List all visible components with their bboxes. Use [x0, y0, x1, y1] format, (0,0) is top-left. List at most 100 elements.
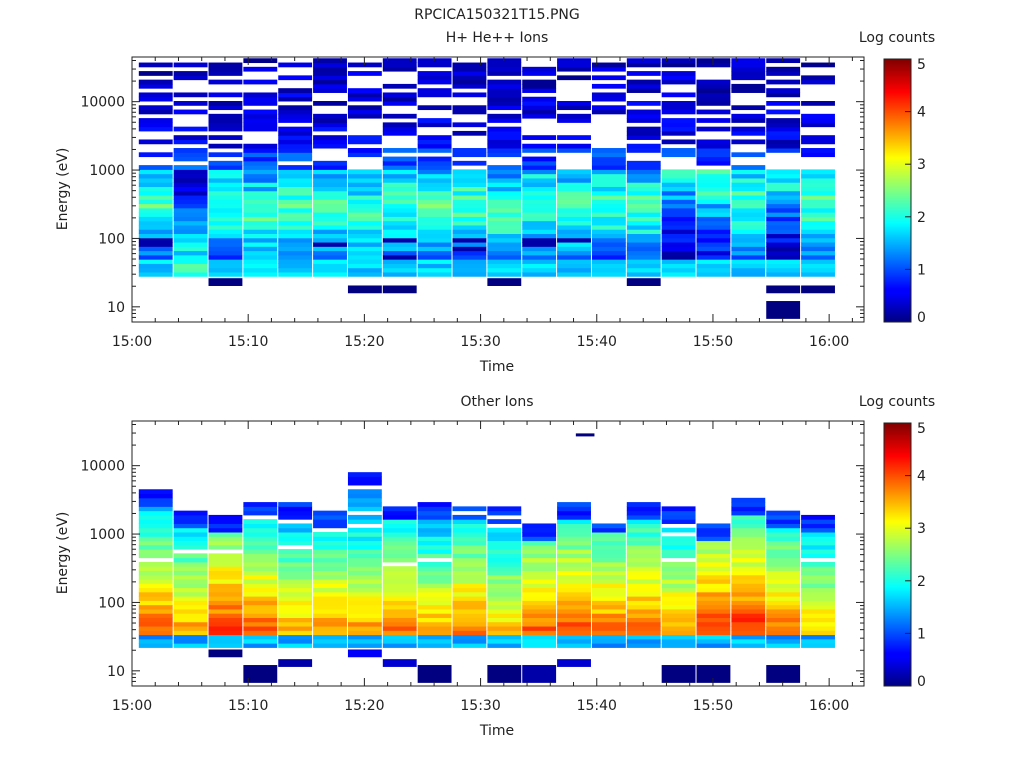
heatmap-cell	[382, 596, 417, 601]
heatmap-cell	[278, 220, 313, 226]
heatmap-cell	[696, 242, 731, 247]
heatmap-cell	[487, 152, 522, 158]
heatmap-cell	[487, 579, 522, 584]
heatmap-cell	[661, 203, 696, 209]
colorbar-tick-label: 1	[917, 626, 926, 642]
heatmap-cell	[138, 109, 173, 115]
heatmap-cell	[417, 502, 452, 507]
heatmap-cell	[208, 62, 243, 68]
heatmap-cell	[452, 532, 487, 537]
heatmap-cell	[591, 66, 626, 72]
y-tick-label: 10	[107, 300, 125, 316]
heatmap-cell	[591, 109, 626, 115]
heatmap-cell	[208, 177, 243, 183]
heatmap-cell	[208, 604, 243, 610]
heatmap-cell	[313, 254, 347, 260]
colorbar-tick-label: 4	[917, 469, 926, 485]
heatmap-cell	[591, 617, 626, 623]
heatmap-cell	[731, 271, 766, 277]
heatmap-cell	[626, 566, 661, 571]
heatmap-cell	[382, 195, 417, 200]
heatmap-cell	[138, 71, 173, 76]
heatmap-cell	[243, 634, 278, 640]
heatmap-cell	[766, 66, 801, 72]
heatmap-cell	[313, 570, 347, 576]
heatmap-cell	[138, 139, 173, 145]
heatmap-cell	[487, 220, 522, 226]
heatmap-cell	[487, 182, 522, 187]
heatmap-cell	[557, 643, 591, 648]
heatmap-cell	[626, 617, 661, 623]
heatmap-cell	[452, 506, 487, 512]
heatmap-cell	[313, 62, 347, 68]
heatmap-cell	[243, 574, 278, 580]
heatmap-cell	[626, 613, 661, 618]
heatmap-cell	[313, 160, 347, 166]
heatmap-cell	[278, 604, 313, 610]
heatmap-cell	[731, 523, 766, 529]
heatmap-cell	[696, 527, 731, 533]
heatmap-cell	[313, 83, 347, 89]
heatmap-cell	[173, 532, 208, 537]
heatmap-cell	[661, 126, 696, 132]
heatmap-cell	[487, 229, 522, 234]
heatmap-cell	[173, 62, 208, 68]
heatmap-cell	[487, 596, 522, 601]
heatmap-cell	[417, 519, 452, 524]
heatmap-cell	[173, 254, 208, 260]
heatmap-cell	[208, 523, 243, 529]
heatmap-cell	[626, 177, 661, 183]
heatmap-cell	[173, 212, 208, 217]
heatmap-cell	[382, 591, 417, 597]
heatmap-cell	[557, 638, 591, 644]
heatmap-cell	[661, 591, 696, 597]
heatmap-cell	[696, 557, 731, 563]
heatmap-cell	[208, 630, 243, 636]
heatmap-cell	[382, 613, 417, 618]
heatmap-cell	[661, 587, 696, 593]
heatmap-cell	[557, 540, 591, 546]
heatmap-cell	[487, 96, 522, 102]
heatmap-cell	[591, 207, 626, 213]
heatmap-cell	[382, 207, 417, 213]
heatmap-cell	[626, 101, 661, 106]
heatmap-cell	[557, 527, 591, 533]
plot-frame	[131, 56, 865, 323]
heatmap-cell	[417, 233, 452, 239]
heatmap-cell	[661, 58, 696, 64]
heatmap-cell	[557, 216, 591, 222]
heatmap-cell	[173, 152, 208, 158]
heatmap-cell	[347, 229, 382, 234]
heatmap-cell	[731, 532, 766, 537]
heatmap-cell	[522, 271, 557, 277]
heatmap-cell	[243, 263, 278, 269]
heatmap-cell	[278, 130, 313, 136]
heatmap-cell	[661, 246, 696, 252]
heatmap-cell	[243, 92, 278, 98]
heatmap-cell	[591, 148, 626, 153]
heatmap-cell	[801, 630, 835, 636]
heatmap-cell	[208, 212, 243, 217]
heatmap-cell	[313, 246, 347, 252]
heatmap-cell	[278, 621, 313, 627]
x-tick-label: 15:20	[344, 334, 384, 350]
heatmap-cell	[382, 617, 417, 623]
y-tick-label: 100	[98, 595, 125, 611]
heatmap-cell	[278, 62, 313, 68]
heatmap-cell	[138, 596, 173, 601]
heatmap-cell	[313, 216, 347, 222]
colorbar-tick-label: 5	[917, 57, 926, 73]
heatmap-cell	[487, 553, 522, 559]
heatmap-cell	[626, 242, 661, 247]
heatmap-cell	[347, 566, 382, 571]
heatmap-cell	[487, 186, 522, 192]
heatmap-cell	[278, 617, 313, 623]
heatmap-cell	[487, 532, 522, 537]
heatmap-cell	[801, 574, 835, 580]
heatmap-cell	[766, 271, 801, 277]
heatmap-cell	[696, 553, 731, 559]
heatmap-cell	[731, 233, 766, 239]
heatmap-cell	[382, 169, 417, 175]
heatmap-cell	[138, 510, 173, 516]
heatmap-cell	[208, 519, 243, 524]
